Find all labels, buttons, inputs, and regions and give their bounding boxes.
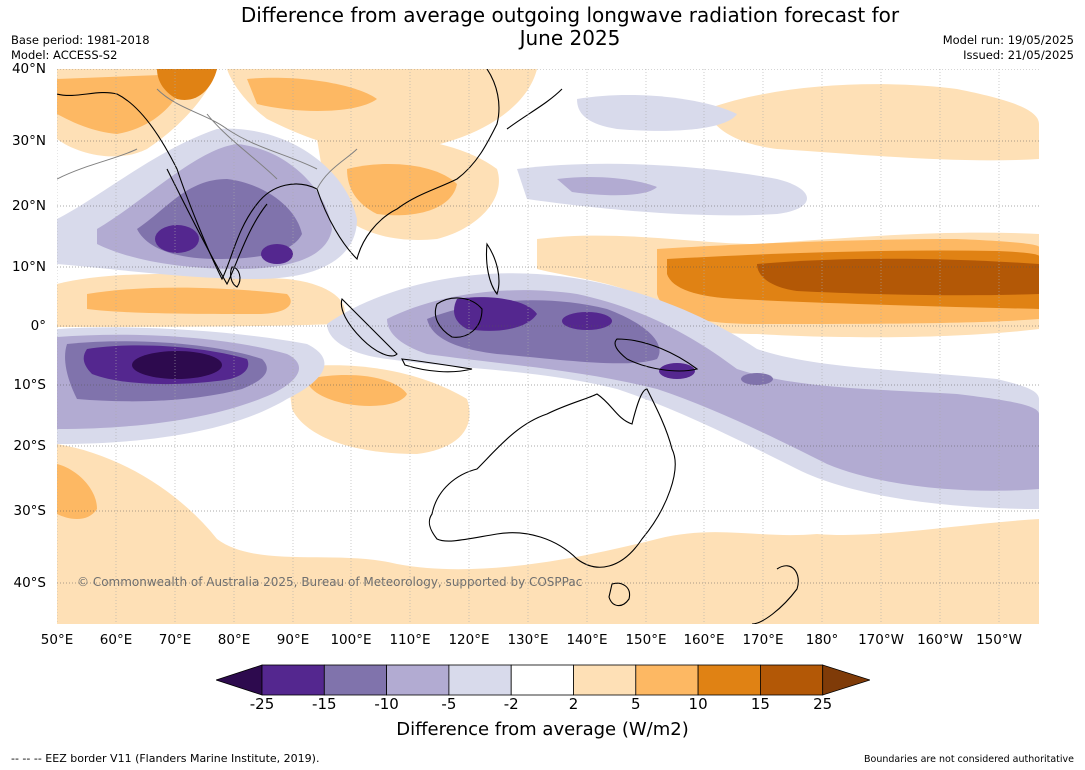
asia-coastline [57, 69, 500, 281]
longitude-label: 140°E [566, 632, 608, 648]
title-line-2: June 2025 [519, 26, 621, 50]
china-orange-strong [347, 164, 457, 216]
colorbar-tick-label: -15 [312, 695, 337, 713]
longitude-label: 90°E [276, 632, 310, 648]
new-zealand-coastline [751, 565, 799, 624]
latitude-label: 40°N [11, 61, 46, 77]
meta-left: Base period: 1981-2018 Model: ACCESS-S2 [11, 33, 150, 63]
meta-right: Model run: 19/05/2025 Issued: 21/05/2025 [943, 33, 1074, 63]
new-guinea-coastline [614, 338, 699, 372]
colorbar-cell [760, 664, 824, 696]
model-name: Model: ACCESS-S2 [11, 48, 118, 62]
colorbar-cell [448, 664, 512, 696]
base-period: Base period: 1981-2018 [11, 33, 150, 47]
colorbar-tick-label: -5 [441, 695, 457, 713]
longitude-label: 180° [805, 632, 839, 648]
colorbar-tick-label: -2 [503, 695, 519, 713]
colorbar-tick-label: -10 [374, 695, 399, 713]
colorbar-cell [635, 664, 699, 696]
latitude-label: 40°S [13, 575, 47, 591]
footer-eez-note: -- -- -- EEZ border V11 (Flanders Marine… [11, 752, 320, 765]
latitude-label: 20°N [11, 198, 46, 214]
arabian-sea-core [155, 225, 199, 253]
colorbar-title: Difference from average (W/m2) [396, 719, 689, 740]
maritime-purple-core [454, 297, 537, 331]
longitude-label: 150°E [625, 632, 667, 648]
longitude-label: 70°E [158, 632, 192, 648]
graticule [57, 69, 1039, 624]
colorbar-tick-label: 15 [750, 695, 770, 713]
longitude-label: 120°E [448, 632, 490, 648]
colorbar [216, 664, 870, 696]
south-orange-region-inner [57, 464, 97, 519]
tasmania-coastline [608, 582, 631, 607]
north-orange-west-core [157, 69, 217, 100]
sri-lanka-coastline [230, 266, 241, 288]
pacific-orange-core [757, 258, 1039, 296]
north-orange-central-strong [247, 77, 377, 111]
latitude-label: 10°N [11, 259, 46, 275]
colorbar-cell [697, 664, 761, 696]
longitude-label: 150°W [976, 632, 1022, 648]
longitude-label: 60°E [99, 632, 133, 648]
copyright-text: © Commonwealth of Australia 2025, Bureau… [77, 575, 583, 589]
longitude-label: 50°E [40, 632, 74, 648]
australia-coastline [428, 388, 676, 568]
title-line-1: Difference from average outgoing longwav… [240, 3, 900, 27]
latitude-label: 30°N [11, 133, 46, 149]
colorbar-tick-label: -25 [249, 695, 275, 713]
colorbar-cell [261, 664, 325, 696]
nw-pacific-purple-3 [557, 176, 657, 196]
anomaly-map [57, 69, 1039, 624]
india-coastline [166, 168, 268, 286]
indian-orange-strong [87, 287, 291, 314]
colorbar-tick-label: 2 [568, 695, 579, 713]
colorbar-tick-label: 25 [813, 695, 833, 713]
philippines-coastline [485, 242, 500, 296]
colorbar-cell [573, 664, 637, 696]
longitude-label: 80°E [217, 632, 251, 648]
borneo-coastline [434, 297, 483, 338]
nw-pacific-purple-2 [577, 94, 737, 131]
longitude-label: 170°E [742, 632, 784, 648]
south-indian-orange-strong [307, 374, 407, 406]
longitude-label: 160°E [683, 632, 725, 648]
model-run: Model run: 19/05/2025 [942, 33, 1074, 47]
colorbar-cell [510, 664, 574, 696]
java-coastline [401, 358, 473, 373]
colorbar-max-arrow [822, 664, 870, 696]
south-indian-deep-core [132, 351, 222, 379]
colorbar-cell [386, 664, 450, 696]
north-orange-west-strong [57, 74, 187, 134]
country-borders [57, 88, 358, 190]
latitude-label: 0° [30, 318, 46, 334]
colorbar-cell [323, 664, 388, 696]
solomon-core-2 [741, 373, 773, 385]
colorbar-tick-label: 10 [688, 695, 708, 713]
sumatra-coastline [340, 297, 398, 357]
pacific-north-orange [707, 84, 1039, 161]
map-area [57, 69, 1039, 624]
colorbar-tick-label: 5 [631, 695, 641, 713]
longitude-label: 160°W [917, 632, 963, 648]
longitude-label: 170°W [858, 632, 904, 648]
map-title: Difference from average outgoing longwav… [200, 4, 940, 50]
latitude-label: 10°S [13, 377, 47, 393]
latitude-label: 30°S [13, 503, 47, 519]
nw-pacific-purple [517, 163, 807, 216]
latitude-label: 20°S [13, 438, 47, 454]
japan-coastline [506, 88, 563, 130]
colorbar-min-arrow [216, 664, 263, 696]
longitude-label: 110°E [389, 632, 431, 648]
footer-disclaimer: Boundaries are not considered authoritat… [864, 754, 1074, 765]
longitude-label: 130°E [507, 632, 549, 648]
south-orange-region [57, 444, 1039, 624]
issued-date: Issued: 21/05/2025 [963, 48, 1074, 62]
longitude-label: 100°E [330, 632, 372, 648]
bay-core [261, 244, 293, 264]
